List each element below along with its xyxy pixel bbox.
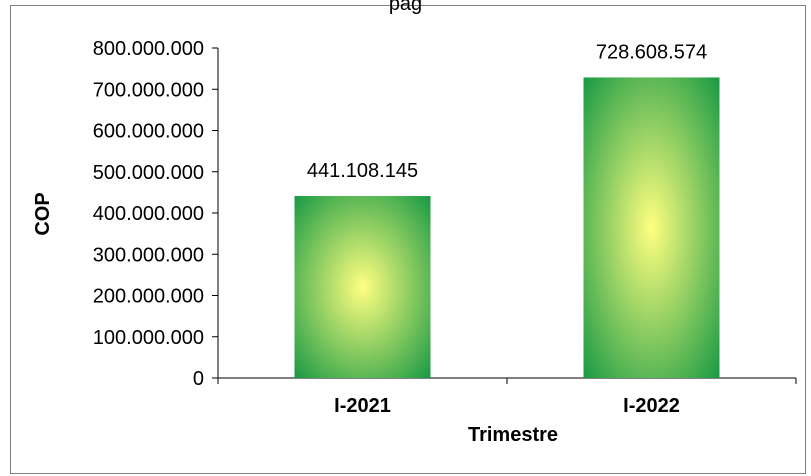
x-category-label: I-2022 (623, 395, 680, 417)
y-tick-label: 400.000.000 (93, 203, 204, 225)
bars (294, 77, 720, 378)
y-tick-label: 800.000.000 (93, 38, 204, 60)
bar-value-label: 441.108.145 (307, 160, 418, 182)
y-tick-label: 600.000.000 (93, 121, 204, 143)
bar-I-2022 (583, 77, 720, 378)
x-axis: I-2021 I-2022 (217, 377, 797, 417)
y-tick-label: 200.000.000 (93, 286, 204, 308)
y-axis-title: COP (32, 192, 54, 235)
y-tick-label: 100.000.000 (93, 327, 204, 349)
y-tick-label: 0 (193, 368, 204, 390)
chart-title: pag (388, 0, 423, 15)
bar-I-2021 (294, 196, 431, 378)
y-tick-label: 700.000.000 (93, 79, 204, 101)
y-axis: 0 100.000.000 200.000.000 300.000.000 400.00… (93, 38, 219, 390)
y-tick-label: 300.000.000 (93, 244, 204, 266)
data-labels: 441.108.145 728.608.574 (307, 41, 707, 182)
x-axis-title: Trimestre (468, 424, 558, 446)
y-tick-label: 500.000.000 (93, 162, 204, 184)
x-category-label: I-2021 (334, 395, 391, 417)
bar-value-label: 728.608.574 (596, 41, 707, 63)
